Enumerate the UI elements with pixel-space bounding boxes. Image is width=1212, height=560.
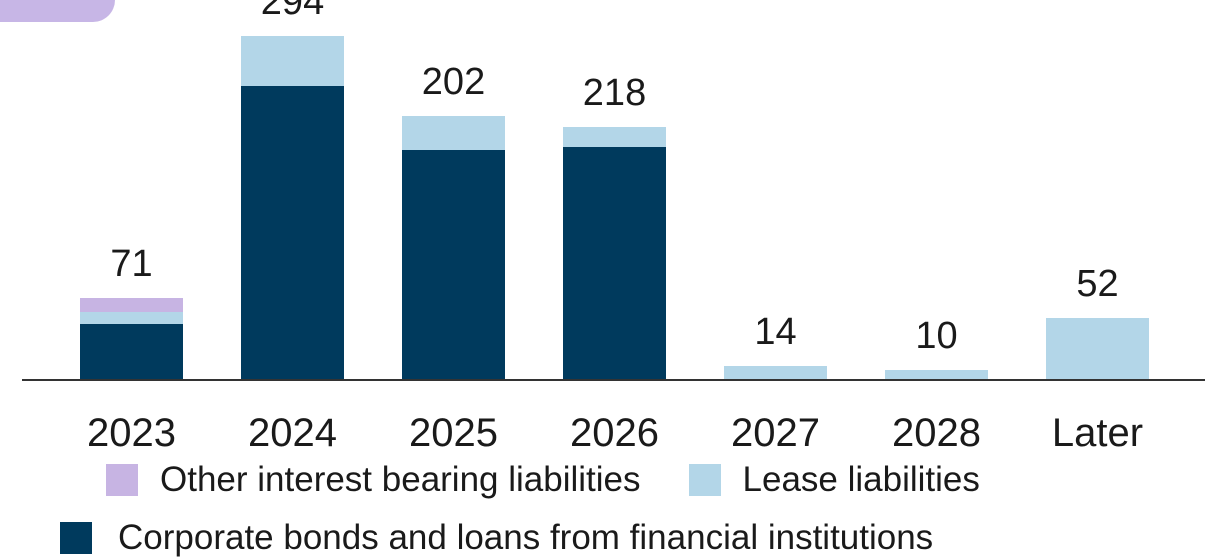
bar-2025-series-0 [402,150,505,380]
category-label-2023: 2023 [87,411,176,452]
total-label-2024: 294 [261,0,324,23]
category-label-2027: 2027 [731,411,820,452]
bar-2026-series-0 [563,147,666,380]
legend-row-2: Corporate bonds and loans from financial… [60,518,933,558]
bar-2026-series-1 [563,127,666,147]
total-label-2023: 71 [110,243,152,285]
bar-2024-series-1 [241,36,344,86]
total-label-2025: 202 [422,61,485,103]
bar-2023-series-2 [80,298,183,312]
legend-label-other: Other interest bearing liabilities [160,460,641,499]
legend-label-lease: Lease liabilities [742,460,980,499]
total-label-later: 52 [1076,263,1118,305]
total-label-2028: 10 [915,315,957,357]
legend-item-other: Other interest bearing liabilities [106,460,641,500]
legend-swatch-other [106,464,138,496]
legend-item-lease: Lease liabilities [688,460,980,500]
category-label-later: Later [1052,411,1143,452]
category-label-2026: 2026 [570,411,659,452]
legend-swatch-lease [688,464,721,496]
bar-2024-series-0 [241,86,344,380]
bar-2027-series-1 [724,366,827,380]
bar-later-series-1 [1046,318,1149,380]
legend-swatch-corporate [60,522,92,554]
legend-label-corporate: Corporate bonds and loans from financial… [118,518,934,557]
bar-2023-series-1 [80,312,183,324]
bar-2025-series-1 [402,116,505,150]
category-label-2025: 2025 [409,411,498,452]
category-label-2024: 2024 [248,411,337,452]
total-label-2026: 218 [583,72,646,114]
legend-item-corporate: Corporate bonds and loans from financial… [60,518,933,558]
legend-row-1: Other interest bearing liabilities Lease… [106,460,980,500]
category-label-2028: 2028 [892,411,981,452]
bar-2023-series-0 [80,324,183,380]
stacked-bar-chart: 71 2023 294 2024 202 2025 218 2026 14 2027 10 2028 5… [22,0,1205,452]
corner-tab-decoration [0,0,115,22]
total-label-2027: 14 [754,311,796,353]
bar-2028-series-1 [885,370,988,380]
